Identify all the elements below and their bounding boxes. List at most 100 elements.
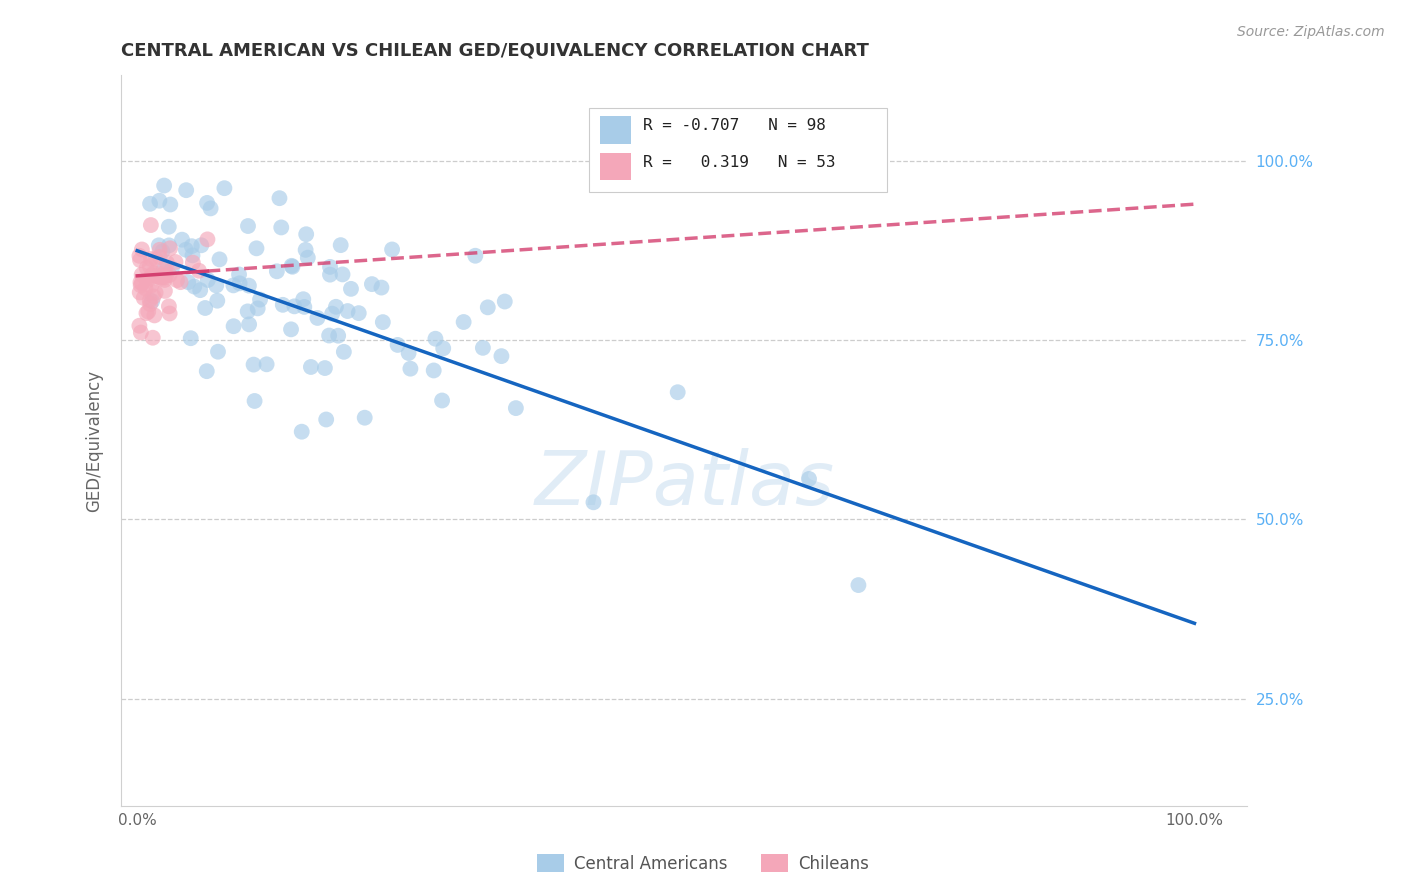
Point: [307, 310, 329, 325]
Point: [135, 274, 157, 288]
Point: [152, 269, 174, 284]
Bar: [600, 116, 631, 144]
Point: [353, 410, 375, 425]
Point: [297, 251, 319, 265]
Point: [145, 285, 167, 300]
Point: [242, 358, 264, 372]
Point: [280, 322, 302, 336]
Point: [129, 326, 152, 340]
Point: [134, 281, 156, 295]
Point: [197, 273, 219, 287]
Point: [174, 183, 197, 197]
Point: [281, 260, 304, 274]
Point: [425, 332, 447, 346]
Point: [432, 342, 454, 356]
Point: [141, 278, 163, 293]
Point: [325, 300, 347, 314]
Point: [315, 412, 337, 426]
Point: [319, 260, 342, 274]
Point: [266, 264, 288, 278]
Point: [270, 220, 292, 235]
Point: [148, 267, 170, 281]
Point: [422, 363, 444, 377]
Point: [205, 278, 228, 293]
Point: [139, 297, 162, 311]
Point: [139, 196, 162, 211]
Point: [187, 264, 209, 278]
Point: [505, 401, 527, 416]
Point: [398, 346, 420, 360]
Point: [159, 306, 181, 320]
Point: [159, 268, 181, 282]
Point: [131, 276, 153, 290]
Point: [181, 248, 204, 262]
Point: [283, 299, 305, 313]
Point: [453, 315, 475, 329]
Point: [333, 344, 356, 359]
Point: [188, 283, 211, 297]
Point: [208, 252, 231, 267]
Point: [159, 197, 181, 211]
Point: [159, 241, 181, 255]
Point: [340, 282, 363, 296]
Point: [294, 243, 316, 257]
Point: [142, 289, 165, 303]
Point: [292, 292, 315, 306]
Point: [149, 250, 172, 264]
Point: [207, 293, 229, 308]
Point: [135, 260, 157, 275]
Point: [399, 361, 422, 376]
Point: [222, 278, 245, 293]
Point: [236, 219, 259, 233]
Point: [291, 425, 314, 439]
Point: [243, 394, 266, 409]
Point: [129, 275, 152, 289]
Point: [280, 259, 302, 273]
Point: [361, 277, 384, 292]
Point: [295, 227, 318, 242]
Point: [149, 270, 172, 285]
Point: [494, 294, 516, 309]
Point: [141, 294, 163, 309]
Point: [245, 241, 267, 255]
Point: [136, 304, 159, 318]
Point: [128, 285, 150, 300]
Point: [183, 279, 205, 293]
Point: [157, 238, 180, 252]
Point: [195, 364, 218, 378]
Text: ZIPatlas: ZIPatlas: [534, 449, 834, 520]
Point: [194, 301, 217, 315]
Point: [148, 269, 170, 284]
Point: [238, 318, 260, 332]
Point: [491, 349, 513, 363]
Point: [142, 331, 165, 345]
Point: [336, 304, 359, 318]
Point: [269, 191, 291, 205]
Point: [155, 268, 177, 283]
Point: [318, 328, 340, 343]
Point: [155, 264, 177, 278]
Point: [165, 255, 187, 269]
Text: R =   0.319   N = 53: R = 0.319 N = 53: [643, 154, 835, 169]
Point: [292, 300, 315, 314]
Point: [131, 243, 153, 257]
Point: [582, 495, 605, 509]
Point: [139, 252, 162, 266]
Point: [797, 472, 820, 486]
Y-axis label: GED/Equivalency: GED/Equivalency: [86, 369, 103, 512]
Point: [387, 338, 409, 352]
Point: [181, 255, 204, 269]
Text: CENTRAL AMERICAN VS CHILEAN GED/EQUIVALENCY CORRELATION CHART: CENTRAL AMERICAN VS CHILEAN GED/EQUIVALE…: [121, 42, 869, 60]
Point: [195, 195, 218, 210]
Point: [153, 273, 176, 287]
Point: [256, 357, 278, 371]
Point: [328, 328, 350, 343]
Point: [131, 268, 153, 282]
Point: [329, 238, 352, 252]
Point: [319, 268, 342, 282]
Point: [153, 261, 176, 276]
Point: [139, 293, 162, 308]
Point: [314, 361, 336, 376]
Point: [332, 268, 354, 282]
Point: [148, 194, 170, 208]
